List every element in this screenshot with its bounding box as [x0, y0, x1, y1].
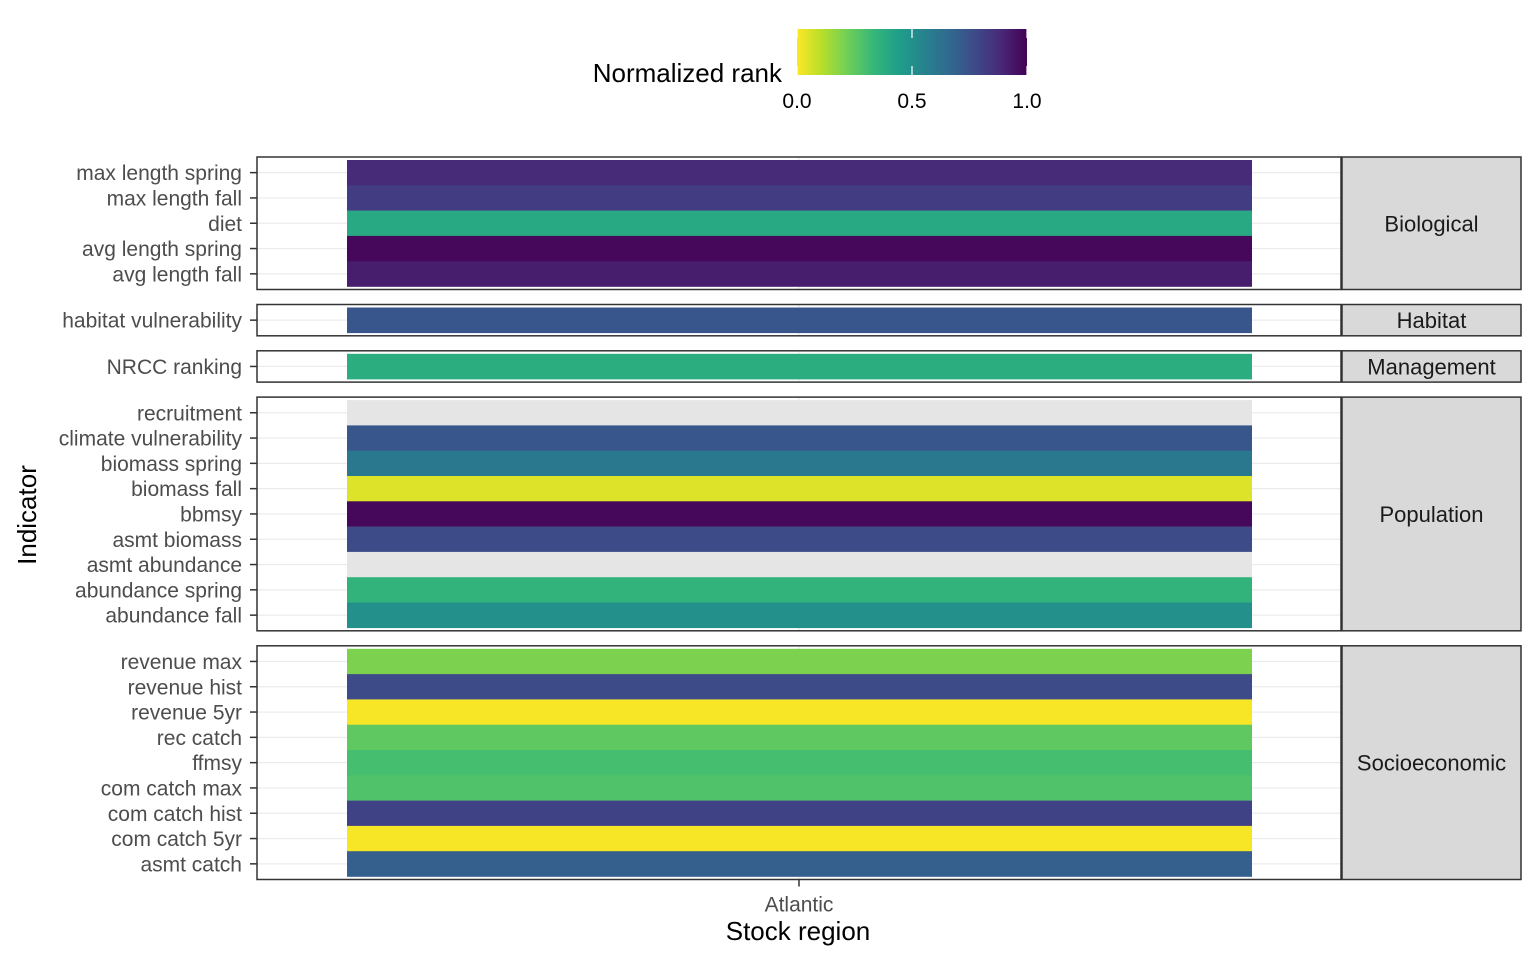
heatmap-tile-asmt-abundance	[347, 551, 1252, 578]
facet-strip-label: Habitat	[1397, 308, 1467, 333]
facet-strip	[1341, 350, 1522, 383]
heatmap-tile-diet	[347, 210, 1252, 237]
y-tick-label: abundance fall	[105, 605, 242, 628]
panel-border	[256, 303, 1342, 337]
heatmap-tile-abundance-spring	[347, 577, 1252, 603]
heatmap-tile-avg-length-spring	[347, 235, 1252, 262]
heatmap-tile-avg-length-fall	[347, 261, 1252, 287]
panel-border	[256, 396, 1342, 632]
facet-strip	[1341, 645, 1522, 881]
y-tick-label: recruitment	[137, 402, 242, 425]
legend-tick-label: 1.0	[1012, 90, 1041, 113]
x-axis-title: Stock region	[726, 916, 871, 946]
panel-border	[256, 350, 1342, 383]
legend-tick-label: 0.5	[897, 90, 926, 113]
heatmap-tile-revenue-max	[347, 648, 1252, 675]
legend: Normalized rank 0.0 0.5 1.0	[593, 29, 1042, 113]
y-tick-label: max length fall	[107, 187, 242, 210]
heatmap-tile-biomass-fall	[347, 476, 1252, 502]
heatmap-tile-rec-catch	[347, 724, 1252, 751]
heatmap-tile-nrcc-ranking	[347, 353, 1252, 380]
heatmap-tile-biomass-spring	[347, 450, 1252, 477]
heatmap-tile-asmt-biomass	[347, 526, 1252, 553]
y-tick-label: biomass spring	[101, 453, 242, 476]
y-tick-label: avg length spring	[82, 238, 242, 261]
x-tick-label: Atlantic	[765, 894, 834, 917]
heatmap-tile-ffmsy	[347, 750, 1252, 776]
facet-strip-label: Socioeconomic	[1357, 751, 1506, 776]
y-tick-label: revenue 5yr	[131, 702, 242, 725]
heatmap-tile-com-catch-hist	[347, 800, 1252, 827]
heatmap-tile-habitat-vulnerability	[347, 307, 1252, 334]
y-tick-label: asmt catch	[140, 853, 242, 876]
y-axis-title: Indicator	[12, 465, 42, 565]
y-tick-label: revenue hist	[128, 676, 243, 699]
facet-strip-label: Biological	[1384, 211, 1478, 236]
heatmap-tile-revenue-5yr	[347, 699, 1252, 725]
panel-border	[256, 156, 1342, 291]
facet-strip	[1341, 303, 1522, 337]
heatmap-tile-revenue-hist	[347, 674, 1252, 700]
facet-strip-label: Management	[1367, 354, 1495, 379]
facet-strip	[1341, 396, 1522, 632]
y-tick-label: max length spring	[76, 162, 242, 185]
heatmap-tile-bbmsy	[347, 501, 1252, 527]
panel-management: NRCC ranking Management	[107, 350, 1522, 383]
heatmap-tile-max-length-fall	[347, 185, 1252, 211]
y-tick-label: habitat vulnerability	[62, 310, 242, 333]
y-tick-label: com catch 5yr	[111, 828, 242, 851]
heatmap-tile-max-length-spring	[347, 160, 1252, 186]
heatmap-tile-abundance-fall	[347, 602, 1252, 629]
y-tick-label: rec catch	[157, 727, 242, 750]
y-tick-label: revenue max	[121, 651, 243, 674]
y-tick-label: com catch hist	[108, 803, 242, 826]
legend-title: Normalized rank	[593, 58, 783, 88]
y-tick-label: avg length fall	[112, 263, 242, 286]
y-tick-label: ffmsy	[192, 752, 242, 775]
heatmap-tile-asmt-catch	[347, 851, 1252, 877]
y-tick-label: abundance spring	[75, 579, 242, 602]
facet-strip	[1341, 156, 1522, 291]
facet-strip-label: Population	[1380, 502, 1484, 527]
y-tick-label: asmt abundance	[87, 554, 242, 577]
heatmap-tile-climate-vulnerability	[347, 425, 1252, 451]
heatmap-tile-com-catch-max	[347, 775, 1252, 801]
y-tick-label: diet	[208, 213, 242, 236]
y-tick-label: com catch max	[101, 777, 243, 800]
panel-habitat: habitat vulnerability Habitat	[62, 303, 1522, 337]
x-axis: Atlantic	[765, 879, 834, 917]
y-tick-label: bbmsy	[180, 503, 242, 526]
heatmap-tile-recruitment	[347, 400, 1252, 426]
y-tick-label: NRCC ranking	[107, 356, 242, 379]
y-tick-label: climate vulnerability	[59, 428, 243, 451]
y-tick-label: asmt biomass	[112, 529, 242, 552]
y-tick-label: biomass fall	[131, 478, 242, 501]
legend-tick-label: 0.0	[782, 90, 811, 113]
heatmap-tile-com-catch-5yr	[347, 825, 1252, 852]
